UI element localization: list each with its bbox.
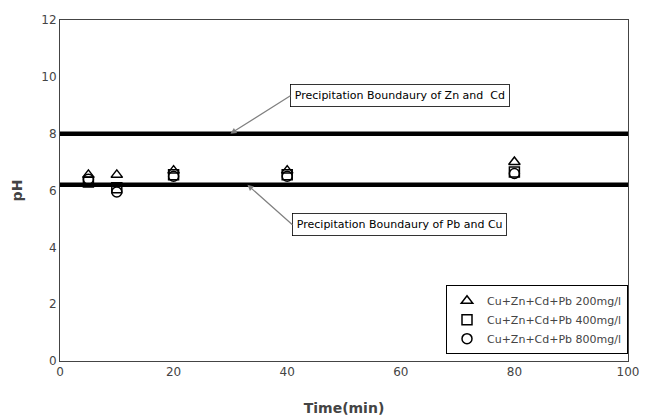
svg-text:4: 4 — [49, 241, 57, 255]
svg-text:Time(min): Time(min) — [304, 400, 385, 416]
svg-text:Cu+Zn+Cd+Pb 200mg/l: Cu+Zn+Cd+Pb 200mg/l — [487, 295, 621, 308]
svg-text:100: 100 — [617, 365, 640, 379]
svg-text:80: 80 — [507, 365, 522, 379]
svg-text:0: 0 — [49, 354, 57, 368]
svg-text:10: 10 — [41, 70, 56, 84]
svg-text:6: 6 — [49, 184, 57, 198]
svg-text:Cu+Zn+Cd+Pb 800mg/l: Cu+Zn+Cd+Pb 800mg/l — [487, 333, 621, 346]
svg-text:pH: pH — [9, 180, 25, 202]
svg-text:Cu+Zn+Cd+Pb 400mg/l: Cu+Zn+Cd+Pb 400mg/l — [487, 314, 621, 327]
svg-text:40: 40 — [280, 365, 295, 379]
svg-text:2: 2 — [49, 297, 57, 311]
svg-text:0: 0 — [56, 365, 64, 379]
svg-text:Precipitation Boundaury of Zn: Precipitation Boundaury of Zn and Cd — [295, 89, 505, 102]
svg-text:12: 12 — [41, 13, 56, 27]
svg-text:60: 60 — [393, 365, 408, 379]
svg-text:8: 8 — [49, 127, 57, 141]
svg-text:Precipitation Boundaury of Pb: Precipitation Boundaury of Pb and Cu — [297, 218, 503, 231]
svg-text:20: 20 — [166, 365, 181, 379]
